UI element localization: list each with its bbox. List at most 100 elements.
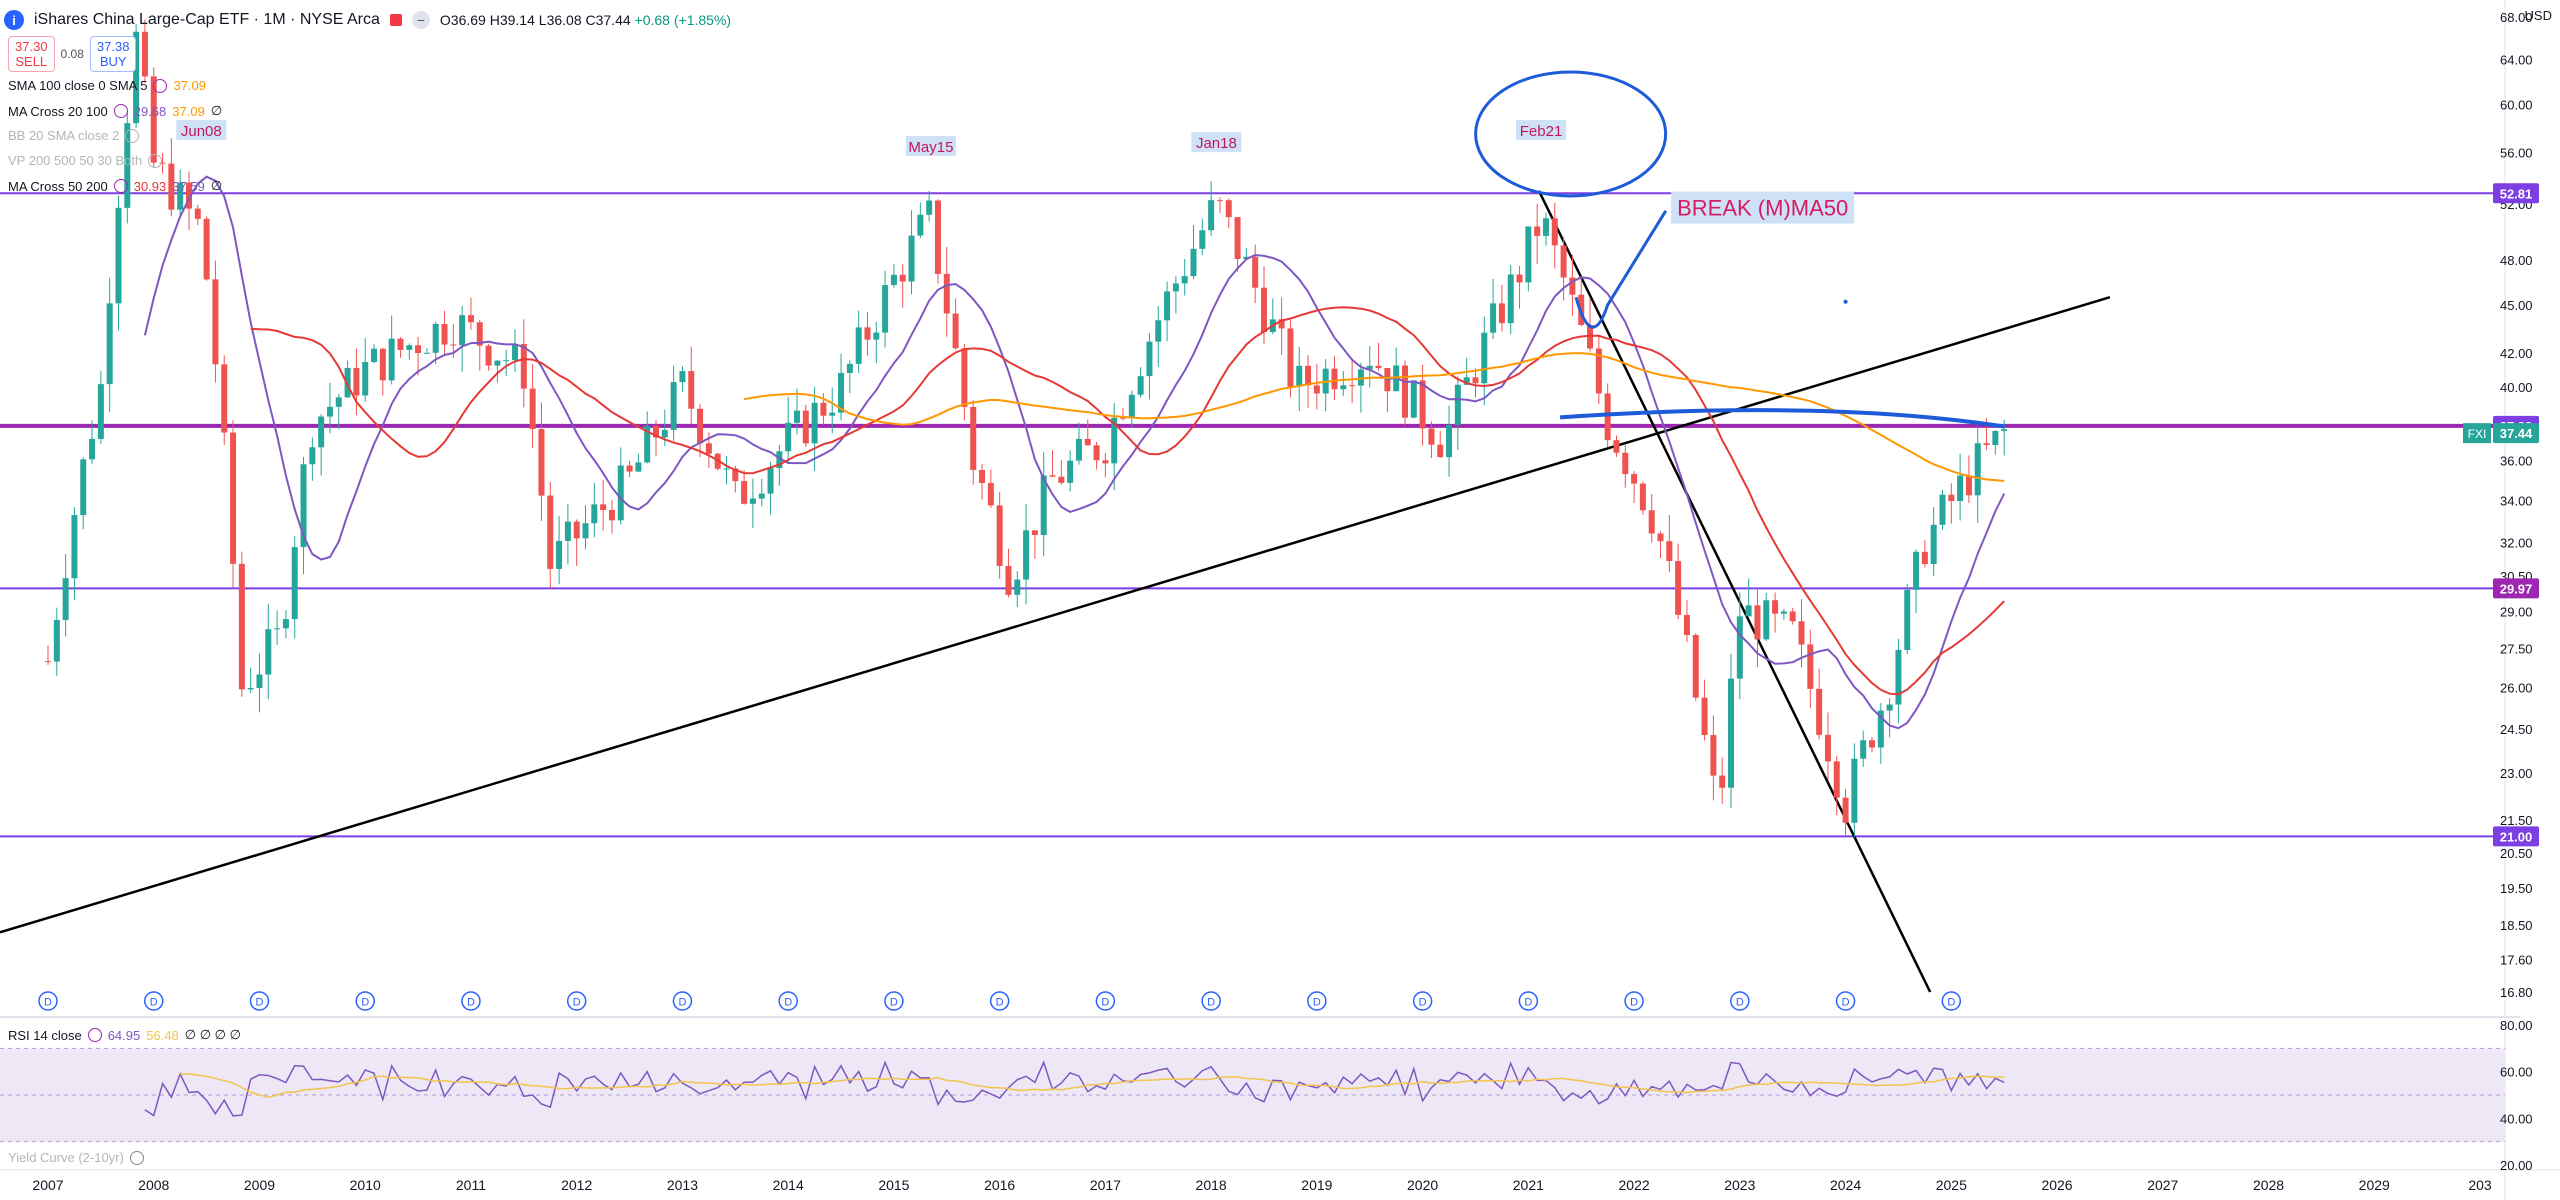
sell-button[interactable]: 37.30 SELL bbox=[8, 36, 55, 72]
candle-body bbox=[1807, 644, 1814, 689]
candle-body bbox=[1111, 417, 1118, 464]
dividend-marker-text: D bbox=[361, 997, 369, 1009]
candle-body bbox=[291, 547, 298, 620]
close-value: C37.44 bbox=[585, 12, 631, 28]
x-tick-label: 203 bbox=[2468, 1177, 2492, 1193]
candle-body bbox=[1789, 611, 1796, 622]
candle-body bbox=[1225, 200, 1232, 218]
buy-label: BUY bbox=[99, 54, 127, 69]
indicator-vp[interactable]: VP 200 500 50 30 Both bbox=[8, 153, 163, 168]
candle-body bbox=[1278, 319, 1285, 329]
indicator-name: BB 20 SMA close 2 bbox=[8, 128, 120, 143]
candle-body bbox=[1463, 377, 1470, 385]
candle-body bbox=[970, 406, 977, 470]
dividend-marker bbox=[672, 991, 693, 1011]
candle-body bbox=[1437, 444, 1444, 458]
candle-body bbox=[326, 406, 333, 417]
candle-body bbox=[758, 493, 765, 499]
rsi-legend[interactable]: RSI 14 close 64.95 56.48 ∅ ∅ ∅ ∅ bbox=[8, 1027, 241, 1043]
x-tick-label: 2022 bbox=[1619, 1177, 1650, 1193]
candle-body bbox=[1965, 475, 1972, 496]
dividend-marker bbox=[461, 991, 481, 1011]
y-tick-label: 17.60 bbox=[2500, 953, 2533, 968]
flag-icon[interactable] bbox=[389, 14, 402, 26]
x-tick-label: 2008 bbox=[138, 1177, 169, 1193]
candle-body bbox=[679, 371, 686, 383]
dividend-marker bbox=[38, 991, 58, 1011]
candle-body bbox=[115, 207, 122, 304]
peak-label-box bbox=[1516, 119, 1567, 140]
candle-body bbox=[1957, 475, 1964, 502]
candle-body bbox=[1005, 565, 1012, 595]
x-tick-label: 2020 bbox=[1407, 1177, 1438, 1193]
candle-body bbox=[741, 481, 748, 504]
indicator-sma100[interactable]: SMA 100 close 0 SMA 5 37.09 bbox=[8, 78, 206, 93]
rsi-line bbox=[144, 1060, 2005, 1117]
settings-icon[interactable] bbox=[153, 78, 168, 93]
candle-body bbox=[582, 523, 589, 539]
indicator-bb[interactable]: BB 20 SMA close 2 bbox=[8, 128, 140, 143]
indicator-value: 37.59 bbox=[172, 178, 205, 194]
candle-body bbox=[1164, 291, 1171, 321]
x-tick-label: 2025 bbox=[1936, 1177, 1967, 1193]
candle-body bbox=[908, 235, 915, 282]
dot-annotation bbox=[1843, 299, 1848, 304]
candle-body bbox=[2001, 429, 2008, 431]
candle-body bbox=[1701, 697, 1708, 736]
indicator-name: MA Cross 50 200 bbox=[8, 178, 108, 194]
rsi-tick-label: 60.00 bbox=[2500, 1065, 2533, 1080]
candle-body bbox=[635, 462, 642, 472]
candle-body bbox=[62, 578, 69, 620]
collapse-icon[interactable]: − bbox=[411, 11, 430, 29]
dividend-marker-text: D bbox=[784, 997, 792, 1009]
candle-body bbox=[177, 182, 184, 210]
indicator-value: 37.09 bbox=[172, 103, 205, 119]
settings-icon[interactable] bbox=[113, 179, 128, 193]
hidden-eye-icon[interactable] bbox=[125, 128, 140, 143]
x-tick-label: 2018 bbox=[1196, 1177, 1227, 1193]
candle-body bbox=[1816, 688, 1823, 735]
candle-body bbox=[371, 348, 378, 363]
candle-body bbox=[1058, 476, 1065, 483]
hidden-eye-icon[interactable] bbox=[148, 153, 163, 168]
candle-body bbox=[705, 443, 712, 454]
candle-body bbox=[996, 505, 1003, 566]
candle-body bbox=[882, 285, 889, 333]
candle-body bbox=[1851, 758, 1858, 823]
dividend-marker-text: D bbox=[1101, 997, 1109, 1009]
x-tick-label: 2029 bbox=[2359, 1177, 2390, 1193]
settings-icon[interactable] bbox=[113, 104, 128, 118]
settings-icon[interactable] bbox=[87, 1028, 102, 1042]
y-tick-label: 42.00 bbox=[2500, 346, 2533, 361]
candle-body bbox=[873, 332, 880, 340]
dividend-marker bbox=[1730, 991, 1750, 1011]
candle-body bbox=[1542, 218, 1549, 236]
y-tick-label: 56.00 bbox=[2500, 145, 2533, 160]
candle-body bbox=[1305, 365, 1312, 386]
hidden-eye-icon[interactable] bbox=[129, 1150, 144, 1165]
candle-body bbox=[1904, 589, 1911, 650]
candle-body bbox=[476, 322, 483, 346]
symbol-tag-text: FXI bbox=[2468, 427, 2487, 441]
candle-body bbox=[573, 521, 580, 539]
annotation-text: BREAK (M)MA50 bbox=[1677, 196, 1848, 221]
price-tag bbox=[2493, 183, 2539, 204]
buy-button[interactable]: 37.38 BUY bbox=[89, 36, 137, 72]
candle-body bbox=[1234, 217, 1241, 260]
indicator-ma-cross-20-100[interactable]: MA Cross 20 100 29.68 37.09 ∅ bbox=[8, 103, 222, 119]
dividend-marker bbox=[989, 991, 1010, 1011]
symbol-title[interactable]: iShares China Large-Cap ETF · 1M · NYSE … bbox=[34, 11, 380, 28]
candle-body bbox=[1877, 710, 1884, 748]
yield-curve-legend[interactable]: Yield Curve (2-10yr) bbox=[8, 1150, 144, 1165]
candle-body bbox=[133, 31, 140, 124]
candle-body bbox=[467, 315, 474, 323]
trade-panel: 37.30 SELL 0.08 37.38 BUY bbox=[8, 36, 137, 72]
indicator-ma-cross-50-200[interactable]: MA Cross 50 200 30.93 37.59 ∅ bbox=[8, 178, 222, 194]
candle-body bbox=[1490, 303, 1497, 333]
candle-body bbox=[1296, 365, 1303, 387]
candle-body bbox=[1710, 735, 1717, 776]
candle-body bbox=[1128, 394, 1135, 419]
dividend-marker-text: D bbox=[1419, 997, 1427, 1009]
currency-label[interactable]: USD bbox=[2524, 8, 2552, 23]
